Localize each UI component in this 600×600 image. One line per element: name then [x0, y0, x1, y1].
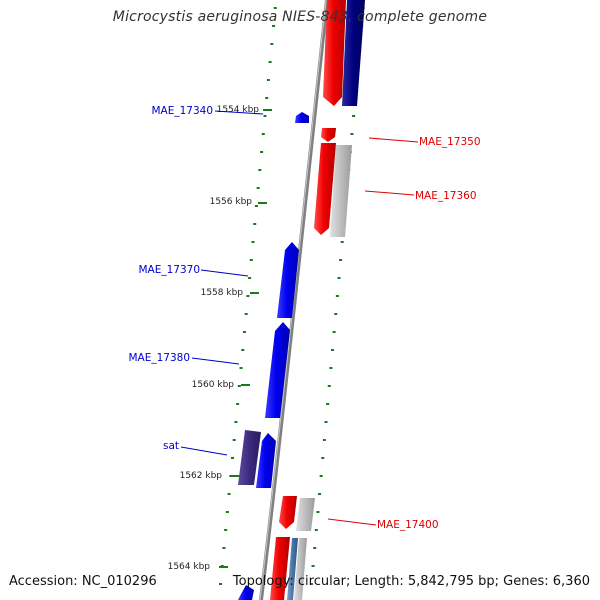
- gene-sat-purple[interactable]: [238, 430, 261, 485]
- tick-label-1562: 1562 kbp: [180, 471, 223, 481]
- tick-label-1560: 1560 kbp: [192, 380, 235, 390]
- accession-text: Accession: NC_010296: [9, 574, 157, 589]
- leader-MAE_17340: [214, 110, 264, 115]
- label-MAE_17380[interactable]: MAE_17380: [128, 352, 190, 364]
- gene-MAE_17370[interactable]: [277, 242, 299, 318]
- genome-backbone: [259, 0, 329, 600]
- leader-MAE_17380: [191, 357, 240, 365]
- map-title: Microcystis aeruginosa NIES-843, complet…: [112, 9, 488, 25]
- leader-lines: [180, 110, 419, 526]
- label-sat[interactable]: sat: [163, 440, 179, 452]
- label-MAE_17350[interactable]: MAE_17350: [419, 136, 481, 148]
- gene-MAE_17360-grey[interactable]: [330, 145, 352, 237]
- gene-blue-bottom[interactable]: [238, 585, 254, 600]
- label-MAE_17400[interactable]: MAE_17400: [377, 519, 439, 531]
- gene-grey-bottom[interactable]: [294, 538, 307, 600]
- gene-MAE_17380[interactable]: [265, 322, 290, 418]
- leader-MAE_17400: [327, 518, 377, 526]
- left-tick-track: [219, 7, 277, 585]
- label-MAE_17360[interactable]: MAE_17360: [415, 190, 477, 202]
- gene-MAE_17400-grey[interactable]: [296, 498, 315, 531]
- genome-summary-text: Topology: circular; Length: 5,842,795 bp…: [232, 574, 590, 589]
- gene-MAE_17340[interactable]: [295, 112, 309, 123]
- gene-labels: MAE_17340 MAE_17350 MAE_17360 MAE_17370 …: [128, 105, 480, 531]
- leader-MAE_17350: [368, 137, 419, 143]
- tick-label-1554: 1554 kbp: [217, 105, 260, 115]
- label-MAE_17370[interactable]: MAE_17370: [138, 264, 200, 276]
- label-MAE_17340[interactable]: MAE_17340: [151, 105, 213, 117]
- gene-red-bottom[interactable]: [270, 537, 290, 600]
- gene-navy-top[interactable]: [342, 0, 365, 106]
- tick-label-group: 1554 kbp 1556 kbp 1558 kbp 1560 kbp 1562…: [168, 105, 272, 572]
- leader-MAE_17360: [364, 190, 415, 196]
- gene-features: [238, 0, 365, 600]
- tick-label-1564: 1564 kbp: [168, 562, 211, 572]
- gene-sat-blue[interactable]: [256, 433, 276, 488]
- gene-MAE_17400-red[interactable]: [279, 496, 297, 529]
- leader-MAE_17370: [200, 269, 249, 277]
- tick-label-1558: 1558 kbp: [201, 288, 244, 298]
- gene-MAE_17350[interactable]: [321, 128, 336, 142]
- tick-label-1556: 1556 kbp: [210, 197, 253, 207]
- gene-steel-bottom[interactable]: [287, 538, 298, 600]
- gene-red-top[interactable]: [323, 0, 346, 106]
- leader-sat: [180, 446, 228, 456]
- gene-MAE_17360-red[interactable]: [314, 143, 336, 235]
